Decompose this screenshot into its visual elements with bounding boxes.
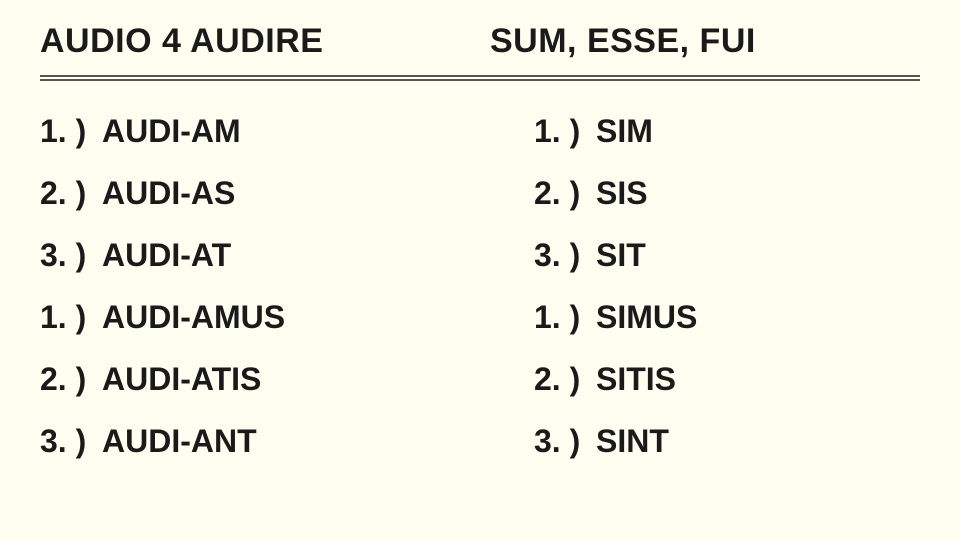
row-number: 3. ) [534,425,596,457]
divider-line [40,75,920,81]
header-right: SUM, ESSE, FUI [480,22,920,61]
row-text: AUDI-AS [102,177,235,209]
columns-container: 1. ) AUDI-AM 2. ) AUDI-AS 3. ) AUDI-AT 1… [40,115,920,487]
row-text: AUDI-AM [102,115,241,147]
row-text: AUDI-AT [102,239,231,271]
list-item: 2. ) AUDI-ATIS [40,363,524,395]
row-number: 1. ) [534,115,596,147]
row-text: SINT [596,425,669,457]
column-right: 1. ) SIM 2. ) SIS 3. ) SIT 1. ) SIMUS 2.… [524,115,920,487]
list-item: 1. ) SIMUS [534,301,920,333]
row-text: SIMUS [596,301,697,333]
list-item: 2. ) SIS [534,177,920,209]
row-text: SIT [596,239,646,271]
list-item: 3. ) SINT [534,425,920,457]
list-item: 3. ) AUDI-AT [40,239,524,271]
row-number: 2. ) [40,363,102,395]
column-left: 1. ) AUDI-AM 2. ) AUDI-AS 3. ) AUDI-AT 1… [40,115,524,487]
list-item: 1. ) AUDI-AMUS [40,301,524,333]
row-text: AUDI-ANT [102,425,257,457]
row-number: 3. ) [40,239,102,271]
row-text: AUDI-AMUS [102,301,285,333]
row-number: 2. ) [534,363,596,395]
headers-row: AUDIO 4 AUDIRE SUM, ESSE, FUI [40,22,920,61]
list-item: 1. ) AUDI-AM [40,115,524,147]
row-number: 2. ) [534,177,596,209]
header-left: AUDIO 4 AUDIRE [40,22,480,61]
row-number: 1. ) [534,301,596,333]
list-item: 2. ) AUDI-AS [40,177,524,209]
row-number: 2. ) [40,177,102,209]
list-item: 3. ) AUDI-ANT [40,425,524,457]
list-item: 1. ) SIM [534,115,920,147]
list-item: 2. ) SITIS [534,363,920,395]
slide: AUDIO 4 AUDIRE SUM, ESSE, FUI 1. ) AUDI-… [0,0,960,540]
row-number: 1. ) [40,301,102,333]
row-text: SITIS [596,363,676,395]
row-text: SIS [596,177,648,209]
row-text: SIM [596,115,653,147]
row-number: 3. ) [40,425,102,457]
row-text: AUDI-ATIS [102,363,261,395]
row-number: 3. ) [534,239,596,271]
list-item: 3. ) SIT [534,239,920,271]
row-number: 1. ) [40,115,102,147]
